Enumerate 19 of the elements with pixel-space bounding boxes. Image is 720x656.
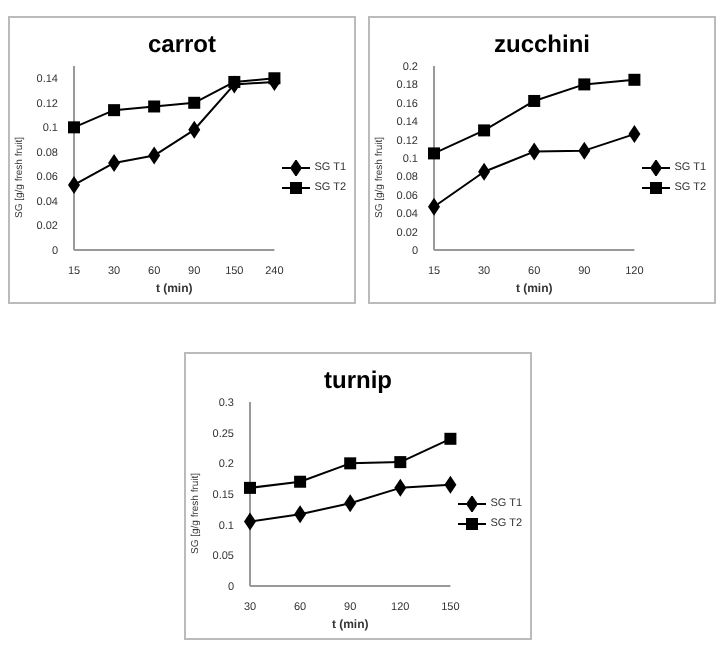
point xyxy=(394,456,407,469)
point xyxy=(628,73,641,86)
point xyxy=(528,94,541,107)
point xyxy=(344,457,357,470)
point xyxy=(268,72,281,85)
point xyxy=(188,96,201,109)
point xyxy=(108,104,121,117)
point xyxy=(68,121,80,134)
point xyxy=(244,481,256,494)
chart-title: turnip xyxy=(322,366,394,394)
point xyxy=(228,75,241,88)
point xyxy=(148,100,161,113)
point xyxy=(444,432,457,445)
point xyxy=(478,124,491,137)
chart-title: zucchini xyxy=(491,30,592,58)
point xyxy=(294,475,307,488)
point xyxy=(428,147,440,160)
point xyxy=(578,78,591,91)
chart-title: carrot xyxy=(145,30,218,58)
